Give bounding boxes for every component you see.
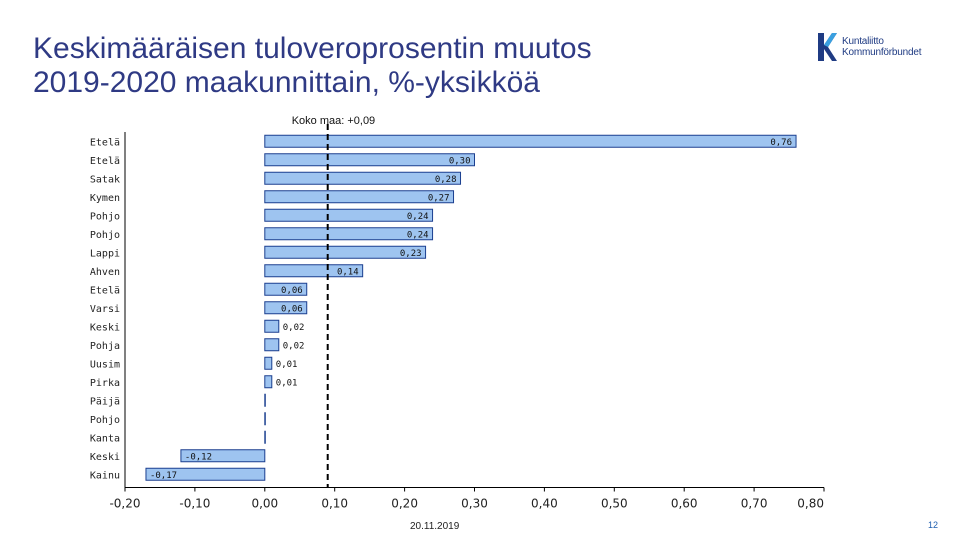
bar bbox=[264, 190, 455, 204]
x-tick-label: 0,30 bbox=[461, 497, 488, 511]
bar bbox=[264, 153, 475, 167]
category-label: PirkaPirkanmaa bbox=[90, 378, 120, 389]
bar bbox=[264, 227, 434, 241]
data-label: 0,27 bbox=[428, 193, 450, 203]
category-label: VarsiVarsinais-Suomi bbox=[90, 304, 120, 315]
data-label: 0,23 bbox=[400, 249, 422, 259]
footer-date: 20.11.2019 bbox=[410, 521, 460, 532]
category-label: KeskiKeski-Pohjanmaa bbox=[90, 452, 120, 463]
x-tick-label: 0,10 bbox=[321, 497, 348, 511]
x-tick-label: 0,70 bbox=[741, 497, 768, 511]
data-label: 0,01 bbox=[276, 360, 298, 370]
logo-line-2: Kommunförbundet bbox=[842, 47, 922, 58]
category-label: KainuKainuu bbox=[90, 470, 120, 481]
kuntaliitto-logo: Kuntaliitto Kommunförbundet bbox=[816, 32, 946, 62]
x-tick-label: 0,40 bbox=[531, 497, 558, 511]
category-label: PohjoPohjois-Karjala bbox=[90, 415, 120, 426]
slide-title: Keskimääräisen tuloveroprosentin muutos … bbox=[33, 32, 753, 100]
bar bbox=[264, 208, 434, 222]
bar bbox=[264, 319, 280, 333]
data-label: 0,01 bbox=[276, 378, 298, 388]
data-label: 0,76 bbox=[770, 138, 792, 148]
category-label: KeskiKeski-Suomi bbox=[90, 322, 120, 333]
data-label: 0,02 bbox=[283, 323, 305, 333]
x-tick-label: 0,50 bbox=[601, 497, 628, 511]
x-tick-label: 0,00 bbox=[251, 497, 278, 511]
category-label: LappiLappi bbox=[90, 248, 120, 259]
data-label: 0,02 bbox=[283, 341, 305, 351]
bar bbox=[264, 430, 266, 444]
data-label: 0,28 bbox=[435, 175, 457, 185]
category-label: PohjoPohjois-Pohjanmaa bbox=[90, 211, 120, 222]
category-label: PohjaPohjanmaa bbox=[90, 341, 120, 352]
x-tick-label: 0,80 bbox=[797, 497, 824, 511]
bar bbox=[264, 282, 308, 296]
page-number: 12 bbox=[928, 520, 939, 530]
bar bbox=[264, 301, 308, 315]
bar bbox=[145, 467, 266, 481]
data-label: -0,12 bbox=[185, 452, 212, 462]
bar bbox=[264, 375, 273, 389]
data-label: -0,17 bbox=[150, 471, 177, 481]
title-line-1: Keskimääräisen tuloveroprosentin muutos bbox=[33, 32, 592, 65]
x-tick-label: 0,20 bbox=[391, 497, 418, 511]
data-label: 0,24 bbox=[407, 230, 429, 240]
category-label: PohjoPohjois-Savo bbox=[90, 230, 120, 241]
bar bbox=[264, 356, 273, 370]
bar bbox=[264, 134, 797, 148]
data-label: 0,30 bbox=[449, 156, 471, 166]
bar bbox=[264, 338, 280, 352]
bar bbox=[180, 449, 266, 463]
logo-text: Kuntaliitto Kommunförbundet bbox=[842, 36, 921, 58]
data-label: 0,14 bbox=[337, 267, 359, 277]
title-line-2: 2019-2020 maakunnittain, %-yksikköä bbox=[33, 66, 540, 99]
bar bbox=[264, 412, 266, 426]
x-tick-label: -0,20 bbox=[109, 497, 140, 511]
category-label: AhvenAhvenanmaa bbox=[90, 267, 120, 278]
reference-label: Koko maa: +0,09 bbox=[292, 115, 375, 127]
x-tick-label: -0,10 bbox=[179, 497, 210, 511]
category-label: KantaKanta-Häme bbox=[90, 433, 120, 444]
data-label: 0,06 bbox=[281, 304, 303, 314]
logo-line-1: Kuntaliitto bbox=[842, 36, 884, 47]
bar bbox=[264, 171, 462, 185]
data-label: 0,24 bbox=[407, 212, 429, 222]
logo-k-icon bbox=[818, 33, 837, 61]
bar bbox=[264, 264, 364, 278]
category-label: UusimUusimaa bbox=[90, 359, 120, 370]
bar bbox=[264, 245, 427, 259]
category-label: KymenKymenlaakso bbox=[90, 193, 120, 204]
bar bbox=[264, 393, 266, 407]
x-tick-label: 0,60 bbox=[671, 497, 698, 511]
category-label: SatakSatakunta bbox=[90, 174, 120, 185]
data-label: 0,06 bbox=[281, 286, 303, 296]
category-label: PäijäPäijät-Häme bbox=[90, 396, 120, 407]
